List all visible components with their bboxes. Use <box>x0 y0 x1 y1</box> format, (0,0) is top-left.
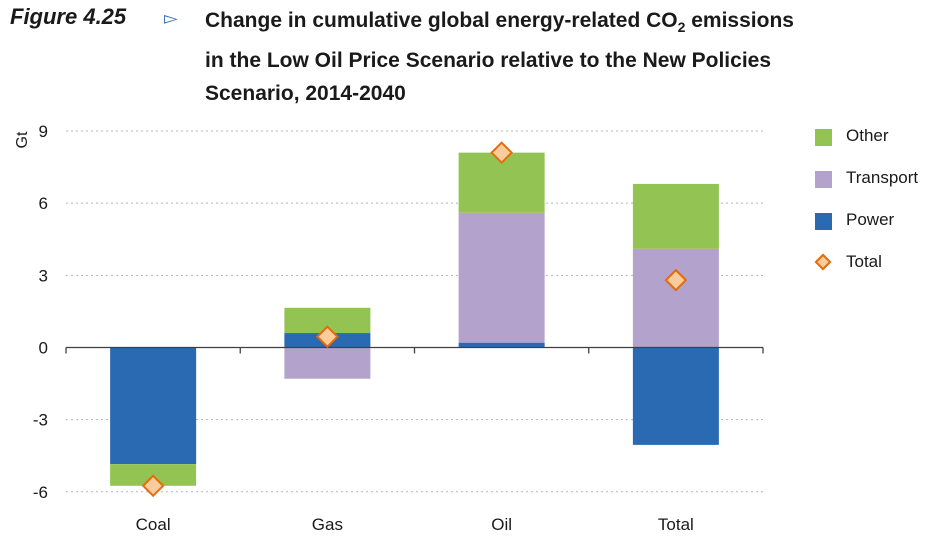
legend-label: Total <box>846 252 882 271</box>
total-marker <box>315 325 339 349</box>
total-marker <box>664 268 688 292</box>
bar-segment-power <box>110 347 197 465</box>
bar-segment-transport <box>284 347 371 379</box>
bar-segment-other <box>632 183 719 249</box>
figure-title-line-1: Change in cumulative global energy-relat… <box>205 9 794 36</box>
stacked-bar-chart: 9 6 3 0 -3 -6 Gt Coal Gas Oil Total <box>14 122 764 534</box>
legend-label: Other <box>846 126 889 145</box>
legend-item-total: Total <box>814 251 945 293</box>
total-marker <box>141 474 165 498</box>
category-label: Total <box>658 515 694 534</box>
y-tick-label: -3 <box>33 411 48 430</box>
legend-item-other: Other <box>815 125 945 167</box>
legend-label: Transport <box>846 168 919 187</box>
figure-title-line-2: in the Low Oil Price Scenario relative t… <box>205 49 772 73</box>
legend-label: Power <box>846 210 895 229</box>
y-axis-label: Gt <box>14 131 31 148</box>
legend-diamond-icon <box>814 253 832 271</box>
category-label: Gas <box>312 515 343 534</box>
bar-segment-power <box>632 347 719 445</box>
legend-swatch <box>815 213 832 230</box>
category-label: Oil <box>491 515 512 534</box>
figure-header: Figure 4.25 ▻ Change in cumulative globa… <box>0 0 949 110</box>
bar-segment-transport <box>458 212 545 343</box>
bar-segment-power <box>458 342 545 348</box>
y-tick-label: 9 <box>39 122 48 141</box>
figure-arrow-icon: ▻ <box>164 8 178 28</box>
total-marker <box>490 141 514 165</box>
y-tick-label: -6 <box>33 483 48 502</box>
category-label: Coal <box>136 515 171 534</box>
figure-title-line-3: Scenario, 2014-2040 <box>205 82 406 106</box>
figure-label: Figure 4.25 <box>10 4 127 29</box>
legend-swatch <box>815 171 832 188</box>
figure-title: Change in cumulative global energy-relat… <box>205 4 940 110</box>
legend-item-transport: Transport <box>815 167 945 209</box>
bar-segment-transport <box>632 248 719 348</box>
y-tick-label: 0 <box>39 338 48 357</box>
subscript-2: 2 <box>677 19 686 36</box>
legend-swatch <box>815 129 832 146</box>
y-tick-label: 3 <box>39 266 48 285</box>
y-tick-label: 6 <box>39 194 48 213</box>
legend-item-power: Power <box>815 209 945 251</box>
chart-legend: Other Transport Power Total <box>814 125 945 293</box>
